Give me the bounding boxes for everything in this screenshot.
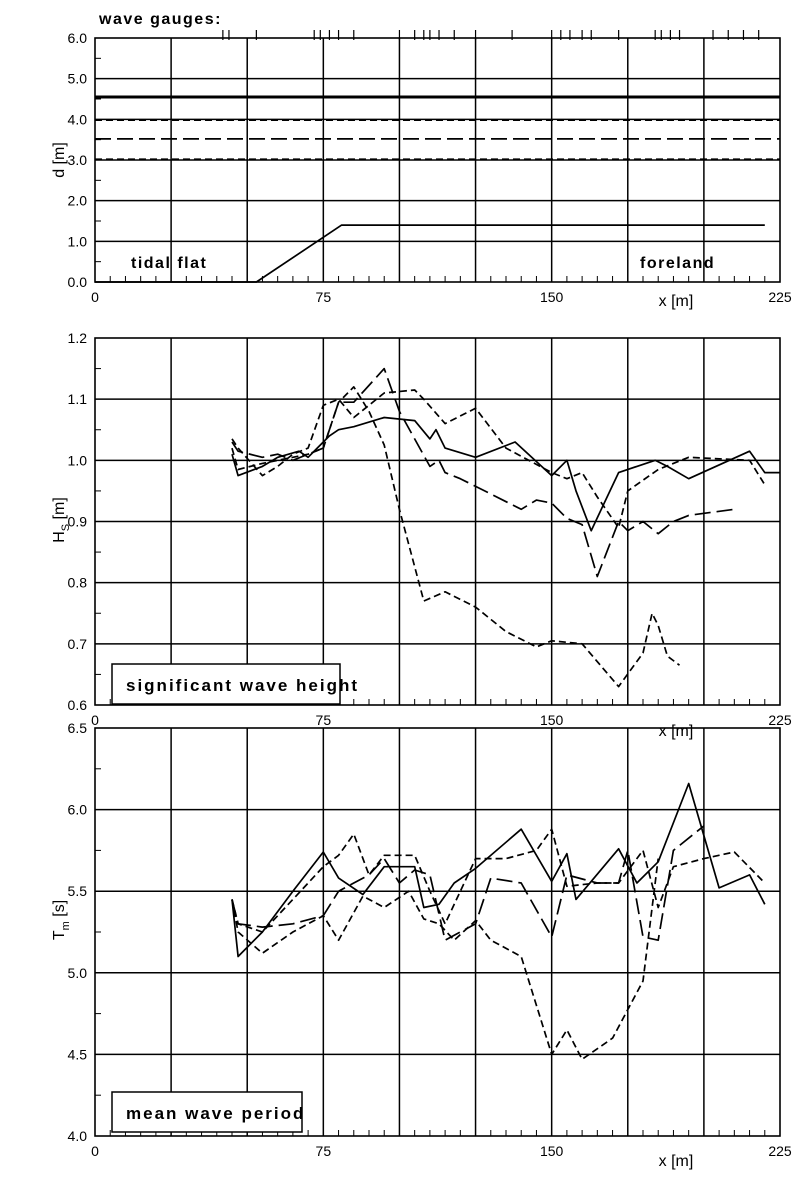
wave-height-series — [231, 367, 780, 688]
wave-period-y-tick-label: 5.5 — [68, 883, 88, 899]
wave-period-x-tick-label: 75 — [316, 1143, 332, 1159]
depth-y-tick-label: 4.0 — [68, 111, 88, 127]
wave-height-series-3-long-dash — [231, 367, 735, 578]
wave-height-y-tick-label: 1.2 — [68, 330, 88, 346]
wave-period-y-tick-label: 5.0 — [68, 965, 88, 981]
wave-height-x-tick-label: 0 — [91, 712, 99, 728]
depth-x-tick-label: 0 — [91, 289, 99, 305]
depth-y-tick-label: 1.0 — [68, 233, 88, 249]
depth-y-tick-label: 2.0 — [68, 193, 88, 209]
wave-period-x-tick-label: 0 — [91, 1143, 99, 1159]
panel-depth: 0 75 150 225 0.0 1.0 2.0 3.0 4.0 5.0 6.0 d [m] x [… — [51, 11, 792, 310]
wave-height-x-axis-title: x [m] — [659, 723, 694, 740]
wave-height-series-2-short-dash — [231, 389, 766, 529]
wave-period-annotation-box — [111, 1091, 303, 1133]
wave-height-series-4-short-dash — [231, 386, 681, 688]
depth-y-tick-label: 0.0 — [68, 274, 88, 290]
foreland-label: foreland — [640, 255, 715, 272]
wave-period-plot-frame — [94, 727, 781, 1137]
wave-period-x-axis-title: x [m] — [659, 1153, 694, 1170]
wave-gauges-label: wave gauges: — [98, 11, 222, 28]
depth-y-tick-label: 6.0 — [68, 30, 88, 46]
wave-height-y-tick-label: 0.7 — [68, 636, 88, 652]
wave-period-y-tick-label: 6.0 — [68, 802, 88, 818]
depth-x-tick-label: 150 — [540, 289, 564, 305]
depth-x-tick-label: 75 — [316, 289, 332, 305]
wave-height-annotation: significant wave height — [126, 676, 359, 695]
wave-height-y-axis-title: HS [m] — [51, 497, 72, 543]
wave-height-annotation-box — [111, 663, 341, 705]
wave-period-y-tick-label: 4.0 — [68, 1128, 88, 1144]
wave-period-y-tick-label: 6.5 — [68, 720, 88, 736]
wave-period-series-4-short-dash — [231, 858, 660, 1061]
wave-height-y-tick-label: 1.0 — [68, 452, 88, 468]
depth-ticks — [95, 57, 766, 282]
wave-height-labels: 0 75 150 225 0.6 0.7 0.8 0.9 1.0 1.1 1.2 — [68, 330, 792, 728]
depth-series-1-solid — [95, 224, 765, 283]
wave-period-labels: 0 75 150 225 4.0 4.5 5.0 5.5 6.0 6.5 — [68, 720, 792, 1159]
tidal-flat-label: tidal flat — [131, 255, 207, 272]
depth-y-tick-label: 5.0 — [68, 71, 88, 87]
depth-x-tick-label: 225 — [768, 289, 792, 305]
wave-height-grid — [95, 338, 780, 705]
depth-y-axis-title: d [m] — [51, 142, 68, 178]
wave-height-x-tick-label: 225 — [768, 712, 792, 728]
wave-height-y-tick-label: 1.1 — [68, 391, 88, 407]
depth-labels: 0 75 150 225 0.0 1.0 2.0 3.0 4.0 5.0 6.0 — [68, 30, 792, 305]
wave-period-y-axis-title: Tm [s] — [51, 900, 72, 940]
panel-wave-period: 0 75 150 225 4.0 4.5 5.0 5.5 6.0 6.5 Tm [s] x [m]… — [51, 720, 792, 1170]
wave-period-series-3-long-dash — [231, 825, 705, 942]
wave-height-x-tick-label: 150 — [540, 712, 564, 728]
wave-height-y-tick-label: 0.6 — [68, 697, 88, 713]
panel-wave-height: 0 75 150 225 0.6 0.7 0.8 0.9 1.0 1.1 1.2 HS [m] x … — [51, 330, 792, 740]
wave-period-x-tick-label: 225 — [768, 1143, 792, 1159]
wave-period-series-1-solid — [231, 782, 766, 958]
wave-height-ticks — [95, 368, 766, 705]
wave-period-ticks — [95, 768, 766, 1136]
depth-x-axis-title: x [m] — [659, 293, 694, 310]
wave-period-series — [231, 782, 766, 1061]
wave-period-x-tick-label: 150 — [540, 1143, 564, 1159]
wave-height-y-tick-label: 0.9 — [68, 514, 88, 530]
wave-period-annotation: mean wave period — [126, 1104, 305, 1123]
wave-period-grid — [95, 728, 780, 1136]
wave-height-x-tick-label: 75 — [316, 712, 332, 728]
wave-period-y-tick-label: 4.5 — [68, 1046, 88, 1062]
wave-period-series-2-short-dash — [231, 828, 766, 933]
depth-y-tick-label: 3.0 — [68, 152, 88, 168]
depth-series — [95, 95, 780, 283]
wave-height-y-tick-label: 0.8 — [68, 575, 88, 591]
wave-gauge-markers — [222, 30, 760, 40]
